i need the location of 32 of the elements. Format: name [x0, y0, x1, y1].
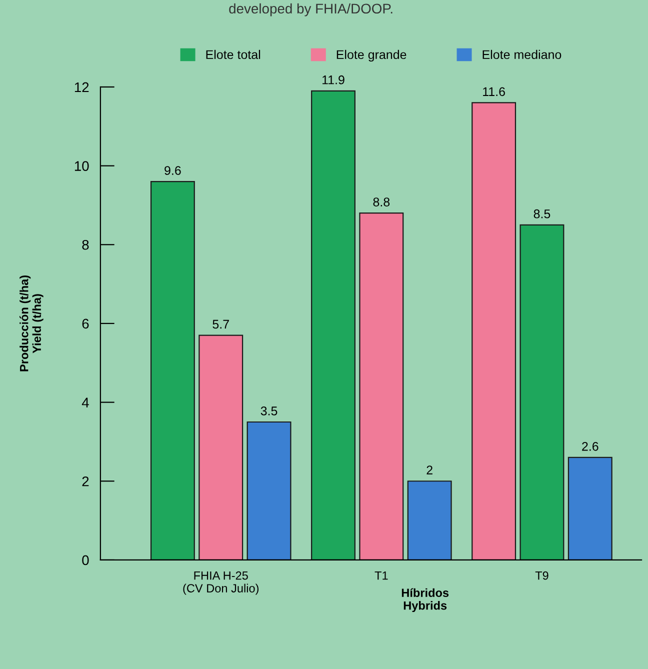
- bar: [359, 212, 404, 560]
- data-label: 2: [426, 466, 432, 474]
- bar: [198, 334, 244, 560]
- y-tick-label: 10: [74, 161, 89, 171]
- data-label: 8.8: [373, 198, 390, 206]
- data-label: 11.6: [483, 87, 505, 96]
- x-axis-title: Híbridos Hybrids: [402, 588, 449, 612]
- legend-label: Elote total: [206, 50, 260, 60]
- y-tick-label: 4: [82, 398, 89, 408]
- y-tick-label: 12: [74, 82, 89, 92]
- data-label: 3.5: [260, 406, 278, 416]
- data-label: 8.5: [534, 209, 550, 218]
- legend-label: Elote grande: [336, 50, 406, 62]
- data-label: 2.6: [582, 442, 598, 451]
- x-tick-label: T9: [535, 571, 548, 580]
- data-label: 11.9: [322, 75, 344, 84]
- bar: [246, 421, 292, 560]
- y-tick-label: 0: [82, 555, 89, 566]
- chart-title: developed by FHIA/DOOP.: [229, 3, 392, 16]
- y-axis-title: Producción (t/ha) Yield (t/ha): [20, 276, 44, 372]
- y-tick-label: 2: [82, 476, 89, 486]
- bar: [568, 456, 612, 560]
- data-label: 5.7: [212, 320, 229, 329]
- y-tick-label: 8: [82, 240, 89, 250]
- y-tick-label: 6: [82, 318, 89, 329]
- bar: [407, 480, 452, 560]
- bar: [311, 90, 356, 560]
- data-label: 9.6: [164, 166, 181, 175]
- bar: [150, 181, 195, 560]
- x-tick-label: T1: [374, 572, 388, 580]
- legend-label: Elote mediano: [482, 50, 562, 60]
- x-tick-label: FHIA H-25 (CV Don Julio): [183, 571, 259, 595]
